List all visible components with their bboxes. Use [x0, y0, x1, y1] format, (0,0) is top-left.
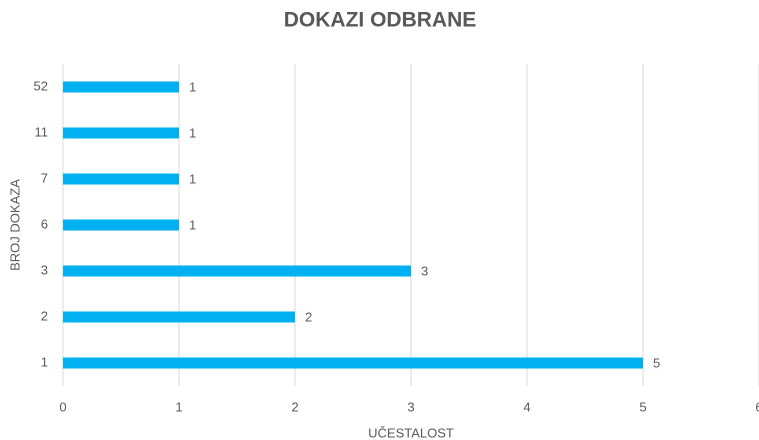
y-tick-label: 7: [41, 170, 48, 185]
chart-title: DOKAZI ODBRANE: [284, 9, 477, 32]
bar: [63, 81, 179, 93]
bar: [63, 311, 295, 323]
bar: [63, 219, 179, 231]
x-tick-label: 2: [291, 399, 298, 414]
y-tick-label: 52: [34, 78, 48, 93]
x-tick-label: 1: [175, 399, 182, 414]
y-tick-label: 2: [41, 308, 48, 323]
data-label: 2: [305, 309, 312, 324]
y-tick-label: 3: [41, 262, 48, 277]
data-label: 1: [189, 171, 196, 186]
x-tick-label: 4: [523, 399, 530, 414]
x-tick-label: 5: [639, 399, 646, 414]
data-label: 1: [189, 217, 196, 232]
x-tick-label: 3: [407, 399, 414, 414]
y-tick-label: 6: [41, 216, 48, 231]
x-axis-label: UČESTALOST: [368, 425, 454, 440]
bar: [63, 127, 179, 139]
y-tick-label: 11: [35, 124, 49, 139]
data-label: 5: [653, 355, 660, 370]
bar: [63, 173, 179, 185]
x-tick-label: 6: [755, 399, 759, 414]
x-tick-label: 0: [59, 399, 66, 414]
y-tick-label: 1: [41, 354, 48, 369]
bar: [63, 265, 411, 277]
y-axis-label: BROJ DOKAZA: [7, 179, 22, 271]
data-label: 1: [189, 79, 196, 94]
data-label: 3: [421, 263, 428, 278]
bar: [63, 357, 643, 369]
data-label: 1: [189, 125, 196, 140]
